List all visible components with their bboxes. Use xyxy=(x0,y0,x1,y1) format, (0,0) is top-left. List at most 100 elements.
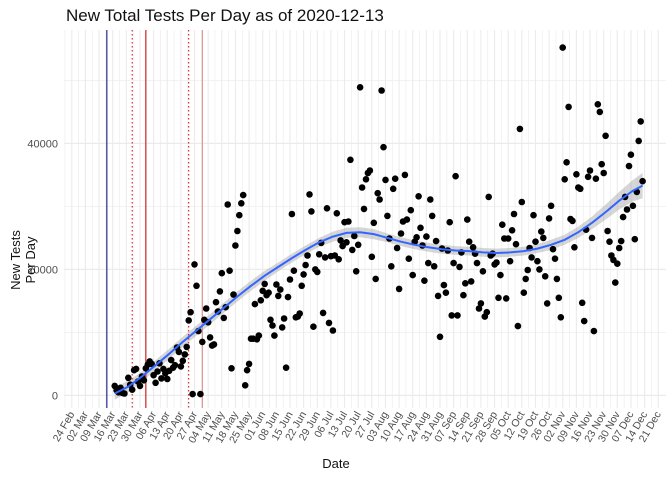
data-point xyxy=(522,275,529,283)
data-point xyxy=(185,317,192,324)
data-point xyxy=(282,364,290,372)
data-point xyxy=(224,201,231,208)
data-point xyxy=(596,108,604,116)
data-point xyxy=(421,277,428,285)
data-point xyxy=(366,167,374,174)
data-point xyxy=(384,212,391,220)
data-point xyxy=(430,263,438,270)
data-point xyxy=(302,261,309,269)
data-point xyxy=(557,314,565,321)
data-point xyxy=(349,246,356,254)
data-point xyxy=(300,271,307,278)
data-point xyxy=(604,227,611,235)
data-point xyxy=(467,278,475,285)
data-point xyxy=(635,137,642,145)
data-point xyxy=(450,259,457,267)
data-point xyxy=(179,357,187,365)
data-point xyxy=(136,382,144,390)
data-point xyxy=(230,291,237,298)
data-point xyxy=(543,300,551,307)
data-point xyxy=(549,245,557,253)
data-point xyxy=(612,279,619,286)
data-point xyxy=(571,244,578,251)
data-point xyxy=(524,266,531,274)
data-point xyxy=(325,319,333,327)
data-point xyxy=(407,206,415,214)
data-point xyxy=(232,242,239,249)
data-point xyxy=(374,189,382,197)
data-point xyxy=(202,305,210,312)
data-point xyxy=(356,84,364,91)
data-point xyxy=(565,103,572,111)
data-point xyxy=(442,289,450,297)
data-point xyxy=(164,375,171,383)
data-point xyxy=(347,156,354,164)
data-point xyxy=(602,132,609,140)
data-point xyxy=(485,193,493,201)
data-point xyxy=(580,317,588,325)
data-point xyxy=(436,333,444,341)
data-point xyxy=(226,267,233,275)
data-point xyxy=(427,196,434,203)
data-point xyxy=(362,176,370,183)
data-point xyxy=(277,286,284,293)
data-point xyxy=(417,224,424,232)
data-point xyxy=(551,255,559,262)
data-point xyxy=(199,338,206,346)
data-point xyxy=(415,193,422,200)
data-point xyxy=(220,314,228,322)
data-point xyxy=(594,101,602,108)
data-point xyxy=(206,334,214,341)
data-point xyxy=(234,227,241,235)
data-point xyxy=(187,308,194,316)
data-point xyxy=(290,267,298,275)
data-point xyxy=(259,287,267,295)
data-point xyxy=(617,237,625,245)
data-point xyxy=(191,261,198,268)
data-point xyxy=(499,221,506,228)
y-tick-label: 0 xyxy=(52,390,58,402)
data-point xyxy=(251,300,259,308)
data-point xyxy=(265,289,272,297)
data-point xyxy=(504,235,512,242)
data-point xyxy=(493,259,500,266)
data-point xyxy=(323,205,331,212)
data-point xyxy=(452,172,459,180)
data-point xyxy=(308,208,315,215)
data-point xyxy=(631,235,639,243)
data-point xyxy=(372,275,380,283)
data-point xyxy=(590,327,598,335)
data-point xyxy=(333,210,341,217)
data-point xyxy=(516,125,524,133)
data-point xyxy=(541,273,549,280)
data-point xyxy=(547,202,555,210)
data-point xyxy=(238,200,245,207)
data-point xyxy=(154,368,161,375)
data-point xyxy=(310,323,317,331)
data-points xyxy=(111,44,646,398)
data-point xyxy=(479,268,487,275)
data-point xyxy=(625,162,633,170)
data-point xyxy=(538,228,545,235)
data-point xyxy=(393,244,401,252)
data-point xyxy=(273,281,280,288)
data-point xyxy=(368,253,376,261)
data-point xyxy=(401,171,409,179)
data-point xyxy=(125,374,132,382)
data-point xyxy=(446,218,454,226)
data-point xyxy=(559,44,566,51)
data-point xyxy=(563,159,570,166)
data-point xyxy=(335,255,343,263)
data-point xyxy=(278,324,286,331)
y-tick-label: 40000 xyxy=(27,138,58,150)
data-point xyxy=(329,327,337,334)
data-point xyxy=(382,176,389,184)
data-point xyxy=(506,257,514,265)
data-point xyxy=(358,184,366,191)
data-point xyxy=(378,87,385,94)
data-point xyxy=(148,360,155,368)
data-point xyxy=(477,300,485,307)
data-point xyxy=(343,239,350,246)
data-point xyxy=(314,268,321,276)
